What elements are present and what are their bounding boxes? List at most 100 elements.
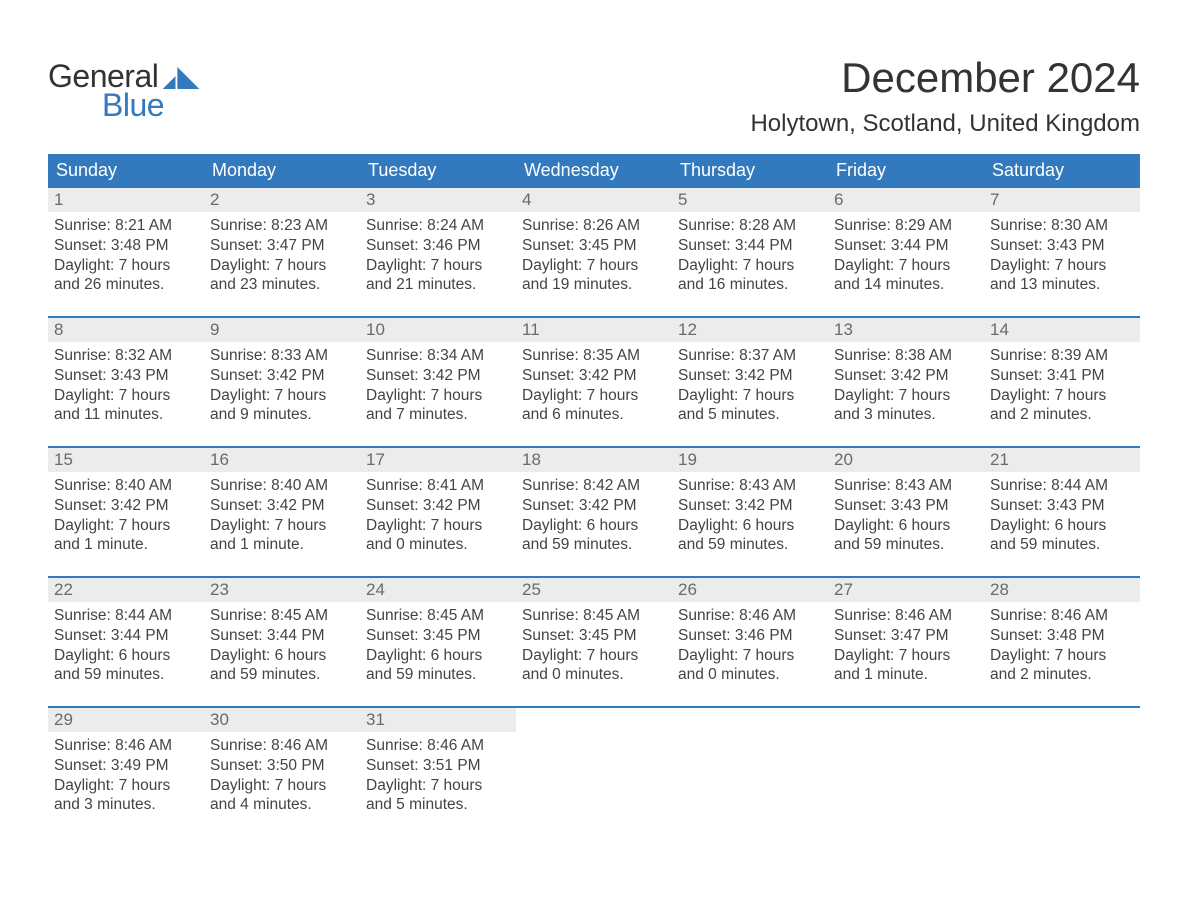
sunrise-text: Sunrise: 8:43 AM: [834, 476, 978, 496]
sunset-text: Sunset: 3:42 PM: [366, 496, 510, 516]
daylight-text-2: and 0 minutes.: [678, 665, 822, 685]
sunset-text: Sunset: 3:47 PM: [834, 626, 978, 646]
daylight-text-1: Daylight: 7 hours: [522, 646, 666, 666]
day-body: Sunrise: 8:45 AMSunset: 3:45 PMDaylight:…: [516, 602, 672, 689]
day-body: Sunrise: 8:21 AMSunset: 3:48 PMDaylight:…: [48, 212, 204, 299]
sunrise-text: Sunrise: 8:35 AM: [522, 346, 666, 366]
sunrise-text: Sunrise: 8:46 AM: [54, 736, 198, 756]
day-body: Sunrise: 8:24 AMSunset: 3:46 PMDaylight:…: [360, 212, 516, 299]
sunset-text: Sunset: 3:45 PM: [522, 236, 666, 256]
daylight-text-1: Daylight: 7 hours: [834, 646, 978, 666]
logo-text-blue: Blue: [102, 87, 164, 124]
daylight-text-2: and 2 minutes.: [990, 405, 1134, 425]
sunrise-text: Sunrise: 8:45 AM: [210, 606, 354, 626]
daylight-text-1: Daylight: 7 hours: [366, 516, 510, 536]
day-cell: 27Sunrise: 8:46 AMSunset: 3:47 PMDayligh…: [828, 578, 984, 706]
sunrise-text: Sunrise: 8:45 AM: [522, 606, 666, 626]
logo: General Blue: [48, 58, 200, 124]
days-of-week-header: SundayMondayTuesdayWednesdayThursdayFrid…: [48, 154, 1140, 188]
day-number: 11: [516, 318, 672, 342]
day-cell: 20Sunrise: 8:43 AMSunset: 3:43 PMDayligh…: [828, 448, 984, 576]
day-body: Sunrise: 8:44 AMSunset: 3:44 PMDaylight:…: [48, 602, 204, 689]
daylight-text-1: Daylight: 7 hours: [54, 256, 198, 276]
daylight-text-1: Daylight: 7 hours: [990, 256, 1134, 276]
day-number: 4: [516, 188, 672, 212]
daylight-text-1: Daylight: 7 hours: [366, 256, 510, 276]
day-cell: 30Sunrise: 8:46 AMSunset: 3:50 PMDayligh…: [204, 708, 360, 836]
sunset-text: Sunset: 3:42 PM: [54, 496, 198, 516]
daylight-text-2: and 0 minutes.: [522, 665, 666, 685]
day-body: Sunrise: 8:35 AMSunset: 3:42 PMDaylight:…: [516, 342, 672, 429]
daylight-text-1: Daylight: 6 hours: [990, 516, 1134, 536]
sunset-text: Sunset: 3:47 PM: [210, 236, 354, 256]
day-number: 2: [204, 188, 360, 212]
day-number: 25: [516, 578, 672, 602]
day-body: Sunrise: 8:46 AMSunset: 3:46 PMDaylight:…: [672, 602, 828, 689]
day-number: 14: [984, 318, 1140, 342]
daylight-text-2: and 11 minutes.: [54, 405, 198, 425]
daylight-text-2: and 3 minutes.: [54, 795, 198, 815]
daylight-text-1: Daylight: 7 hours: [522, 386, 666, 406]
sunset-text: Sunset: 3:45 PM: [522, 626, 666, 646]
weeks-container: 1Sunrise: 8:21 AMSunset: 3:48 PMDaylight…: [48, 188, 1140, 836]
daylight-text-2: and 5 minutes.: [678, 405, 822, 425]
day-cell: 21Sunrise: 8:44 AMSunset: 3:43 PMDayligh…: [984, 448, 1140, 576]
sunrise-text: Sunrise: 8:34 AM: [366, 346, 510, 366]
sunrise-text: Sunrise: 8:44 AM: [54, 606, 198, 626]
week-row: 29Sunrise: 8:46 AMSunset: 3:49 PMDayligh…: [48, 706, 1140, 836]
sunset-text: Sunset: 3:48 PM: [54, 236, 198, 256]
dow-cell: Monday: [204, 154, 360, 188]
day-body: [984, 732, 1140, 740]
dow-cell: Saturday: [984, 154, 1140, 188]
daylight-text-2: and 0 minutes.: [366, 535, 510, 555]
sunset-text: Sunset: 3:44 PM: [54, 626, 198, 646]
dow-cell: Wednesday: [516, 154, 672, 188]
sunrise-text: Sunrise: 8:30 AM: [990, 216, 1134, 236]
daylight-text-2: and 3 minutes.: [834, 405, 978, 425]
daylight-text-2: and 14 minutes.: [834, 275, 978, 295]
day-number: 21: [984, 448, 1140, 472]
day-number: 24: [360, 578, 516, 602]
dow-cell: Tuesday: [360, 154, 516, 188]
day-cell: 15Sunrise: 8:40 AMSunset: 3:42 PMDayligh…: [48, 448, 204, 576]
day-cell: 25Sunrise: 8:45 AMSunset: 3:45 PMDayligh…: [516, 578, 672, 706]
daylight-text-2: and 5 minutes.: [366, 795, 510, 815]
month-title: December 2024: [750, 54, 1140, 102]
daylight-text-2: and 59 minutes.: [54, 665, 198, 685]
sunrise-text: Sunrise: 8:44 AM: [990, 476, 1134, 496]
sunset-text: Sunset: 3:42 PM: [834, 366, 978, 386]
day-cell: 22Sunrise: 8:44 AMSunset: 3:44 PMDayligh…: [48, 578, 204, 706]
daylight-text-2: and 23 minutes.: [210, 275, 354, 295]
sunrise-text: Sunrise: 8:29 AM: [834, 216, 978, 236]
day-cell: 18Sunrise: 8:42 AMSunset: 3:42 PMDayligh…: [516, 448, 672, 576]
sunset-text: Sunset: 3:41 PM: [990, 366, 1134, 386]
calendar-page: General Blue December 2024 Holytown, Sco…: [0, 0, 1188, 876]
day-number: 22: [48, 578, 204, 602]
day-cell: [984, 708, 1140, 836]
day-cell: 14Sunrise: 8:39 AMSunset: 3:41 PMDayligh…: [984, 318, 1140, 446]
sunset-text: Sunset: 3:43 PM: [990, 236, 1134, 256]
day-number: 8: [48, 318, 204, 342]
daylight-text-1: Daylight: 7 hours: [210, 386, 354, 406]
daylight-text-1: Daylight: 7 hours: [210, 256, 354, 276]
sunset-text: Sunset: 3:42 PM: [678, 496, 822, 516]
sunset-text: Sunset: 3:51 PM: [366, 756, 510, 776]
daylight-text-1: Daylight: 7 hours: [54, 516, 198, 536]
sunset-text: Sunset: 3:43 PM: [834, 496, 978, 516]
calendar-grid: SundayMondayTuesdayWednesdayThursdayFrid…: [48, 154, 1140, 836]
sunrise-text: Sunrise: 8:39 AM: [990, 346, 1134, 366]
day-body: Sunrise: 8:45 AMSunset: 3:45 PMDaylight:…: [360, 602, 516, 689]
sunset-text: Sunset: 3:48 PM: [990, 626, 1134, 646]
daylight-text-2: and 59 minutes.: [834, 535, 978, 555]
day-cell: 8Sunrise: 8:32 AMSunset: 3:43 PMDaylight…: [48, 318, 204, 446]
day-body: Sunrise: 8:40 AMSunset: 3:42 PMDaylight:…: [48, 472, 204, 559]
day-cell: 2Sunrise: 8:23 AMSunset: 3:47 PMDaylight…: [204, 188, 360, 316]
day-body: Sunrise: 8:43 AMSunset: 3:42 PMDaylight:…: [672, 472, 828, 559]
header: General Blue December 2024 Holytown, Sco…: [48, 40, 1140, 150]
day-cell: [516, 708, 672, 836]
sunrise-text: Sunrise: 8:33 AM: [210, 346, 354, 366]
daylight-text-1: Daylight: 7 hours: [678, 646, 822, 666]
day-number: 1: [48, 188, 204, 212]
day-body: Sunrise: 8:37 AMSunset: 3:42 PMDaylight:…: [672, 342, 828, 429]
sunrise-text: Sunrise: 8:21 AM: [54, 216, 198, 236]
